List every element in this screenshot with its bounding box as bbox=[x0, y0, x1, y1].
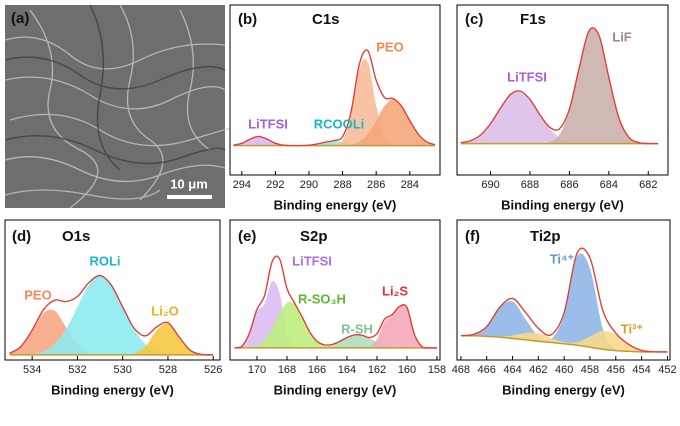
panel-label: (e) bbox=[238, 228, 256, 245]
plot-area bbox=[460, 27, 659, 145]
envelope-line bbox=[234, 255, 438, 349]
x-axis-label: Binding energy (eV) bbox=[51, 382, 174, 397]
component-label: RCOOLi bbox=[314, 116, 365, 131]
component-area bbox=[234, 301, 437, 348]
background-line bbox=[460, 335, 668, 353]
x-tick-label: 160 bbox=[398, 364, 416, 376]
x-tick-label: 468 bbox=[452, 364, 470, 376]
x-tick-label: 534 bbox=[23, 364, 41, 376]
component-label: PEO bbox=[24, 287, 51, 302]
x-axis-label: Binding energy (eV) bbox=[274, 197, 397, 212]
plot-frame bbox=[229, 4, 441, 176]
panel-label: (a) bbox=[11, 10, 29, 27]
x-tick-label: 292 bbox=[266, 179, 284, 191]
component-label: Li₂S bbox=[382, 283, 408, 298]
x-tick-label: 290 bbox=[300, 179, 318, 191]
panel-title: C1s bbox=[312, 11, 340, 28]
x-tick-label: 454 bbox=[632, 364, 650, 376]
xps-panel: 534 532 530 528 526 Binding energy (eV) (d) O1s… bbox=[4, 219, 222, 397]
panel-label: (d) bbox=[12, 228, 31, 245]
panel-label: (f) bbox=[465, 228, 480, 245]
xps-panel: 170 168 166 164 162 160 158 Binding energy (eV)… bbox=[229, 219, 446, 397]
sem-image: (a) 10 μm bbox=[4, 4, 230, 209]
component-area bbox=[9, 323, 214, 355]
x-tick-label: 682 bbox=[639, 179, 657, 191]
xps-panel: 468 466 464 462 460 458 456 454 452 Binding energ… bbox=[452, 219, 677, 397]
component-area bbox=[233, 99, 435, 146]
x-tick-label: 466 bbox=[478, 364, 496, 376]
panel-title: S2p bbox=[300, 228, 328, 245]
x-tick-label: 294 bbox=[233, 179, 251, 191]
xps-panel: 690 688 686 684 682 Binding energy (eV) (c) F1s… bbox=[456, 4, 669, 212]
x-tick-label: 164 bbox=[338, 364, 356, 376]
x-tick-label: 286 bbox=[367, 179, 385, 191]
x-tick-label: 166 bbox=[308, 364, 326, 376]
x-axis-label: Binding energy (eV) bbox=[501, 197, 624, 212]
x-tick-label: 456 bbox=[607, 364, 625, 376]
x-tick-label: 690 bbox=[481, 179, 499, 191]
x-tick-label: 688 bbox=[521, 179, 539, 191]
component-label: LiTFSI bbox=[248, 116, 288, 131]
x-tick-label: 464 bbox=[503, 364, 521, 376]
component-area bbox=[233, 136, 435, 146]
component-area bbox=[234, 334, 437, 348]
scale-bar-label: 10 μm bbox=[170, 176, 208, 191]
panel-label: (c) bbox=[465, 11, 483, 28]
x-tick-label: 528 bbox=[159, 364, 177, 376]
panel-title: O1s bbox=[62, 228, 90, 245]
x-tick-label: 686 bbox=[560, 179, 578, 191]
component-label: LiTFSI bbox=[292, 253, 332, 268]
envelope-line bbox=[233, 49, 436, 147]
x-tick-label: 284 bbox=[401, 179, 419, 191]
x-tick-label: 684 bbox=[600, 179, 618, 191]
x-tick-label: 170 bbox=[248, 364, 266, 376]
x-axis-label: Binding energy (eV) bbox=[274, 382, 397, 397]
plot-area bbox=[234, 255, 438, 349]
panel-title: F1s bbox=[520, 11, 546, 28]
component-label: Ti³⁺ bbox=[621, 321, 644, 336]
x-tick-label: 526 bbox=[204, 364, 222, 376]
envelope-line bbox=[460, 247, 668, 353]
component-label: PEO bbox=[376, 39, 403, 54]
component-area bbox=[460, 330, 668, 352]
sem-shadow bbox=[4, 4, 226, 171]
x-tick-label: 460 bbox=[555, 364, 573, 376]
plot-area bbox=[233, 49, 436, 147]
x-tick-label: 158 bbox=[428, 364, 446, 376]
x-tick-label: 168 bbox=[278, 364, 296, 376]
panel-title: Ti2p bbox=[530, 228, 561, 245]
envelope-line bbox=[460, 27, 659, 145]
component-label: Li₂O bbox=[151, 303, 178, 318]
component-label: ROLi bbox=[89, 253, 120, 268]
x-tick-label: 530 bbox=[114, 364, 132, 376]
component-label: R-SH bbox=[341, 321, 373, 336]
plot-area bbox=[460, 247, 668, 353]
component-area bbox=[9, 276, 214, 355]
component-area bbox=[460, 27, 659, 144]
component-label: R-SO₃H bbox=[298, 291, 346, 306]
x-tick-label: 162 bbox=[368, 364, 386, 376]
component-area bbox=[460, 90, 659, 144]
component-area bbox=[460, 253, 668, 352]
x-tick-label: 458 bbox=[581, 364, 599, 376]
x-tick-label: 532 bbox=[68, 364, 86, 376]
component-area bbox=[233, 141, 435, 146]
x-tick-label: 288 bbox=[333, 179, 351, 191]
xps-panel: 294 292 290 288 286 284 Binding energy (eV) (b)… bbox=[229, 4, 441, 212]
plot-area bbox=[9, 274, 214, 356]
panel-label: (b) bbox=[238, 11, 257, 28]
envelope-line bbox=[9, 274, 214, 356]
component-label: LiF bbox=[612, 29, 632, 44]
x-tick-label: 462 bbox=[529, 364, 547, 376]
component-area bbox=[234, 304, 437, 349]
component-label: LiTFSI bbox=[507, 69, 547, 84]
sem-texture bbox=[4, 4, 230, 209]
plot-frame bbox=[456, 4, 669, 176]
x-tick-label: 452 bbox=[658, 364, 676, 376]
x-axis-label: Binding energy (eV) bbox=[502, 382, 625, 397]
component-label: Ti⁴⁺ bbox=[550, 251, 575, 266]
